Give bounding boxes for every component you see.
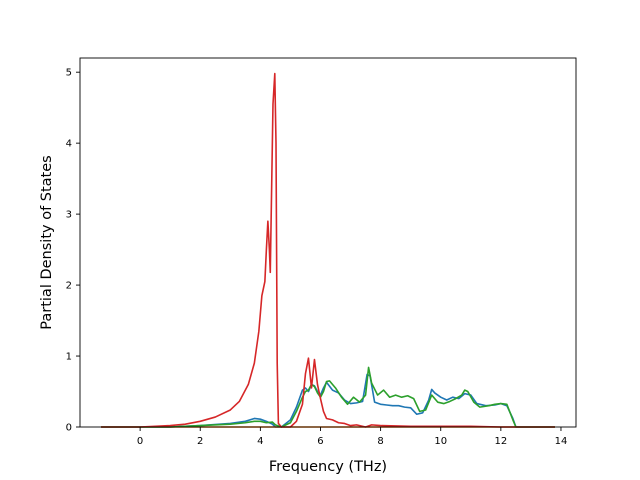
y-tick-label: 4 [66, 139, 72, 150]
y-tick-label: 3 [66, 210, 72, 221]
y-tick-label: 5 [66, 68, 72, 79]
x-tick-label: 2 [197, 436, 203, 447]
x-tick-label: 12 [494, 436, 507, 447]
y-axis-label: Partial Density of States [39, 155, 55, 329]
x-axis: 0 2 4 6 8 10 12 14 [137, 427, 567, 447]
x-tick-label: 0 [137, 436, 143, 447]
plot-frame [79, 57, 577, 428]
x-axis-label: Frequency (THz) [269, 459, 387, 475]
x-tick-label: 14 [555, 436, 568, 447]
series-layer [101, 72, 555, 428]
y-axis: 0 1 2 3 4 5 [66, 68, 80, 434]
series-line-4 [101, 72, 555, 428]
y-tick-label: 0 [66, 423, 72, 434]
y-tick-label: 1 [66, 352, 72, 363]
x-tick-label: 6 [317, 436, 323, 447]
y-tick-label: 2 [66, 281, 72, 292]
x-tick-label: 4 [257, 436, 263, 447]
series-line-3 [101, 366, 555, 428]
x-tick-label: 10 [434, 436, 447, 447]
x-tick-label: 8 [377, 436, 383, 447]
